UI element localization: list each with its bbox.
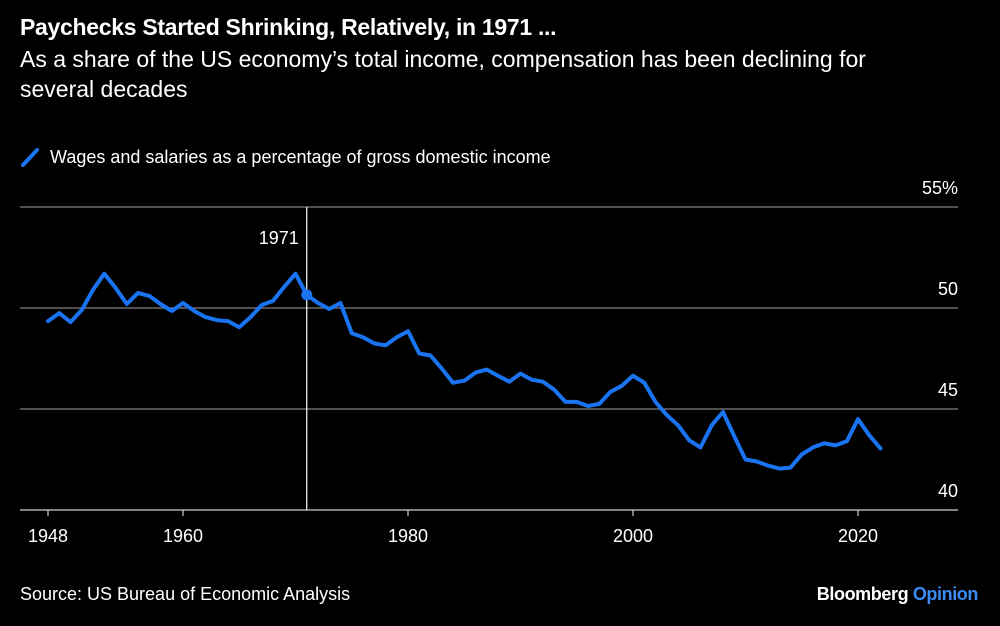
chart-title: Paychecks Started Shrinking, Relatively,… [20,14,557,40]
y-tick-label: 55% [922,178,958,198]
x-tick-label: 2020 [838,526,878,546]
x-tick-label: 2000 [613,526,653,546]
brand-name: Bloomberg [816,584,909,604]
legend-line-icon [21,148,39,167]
y-tick-label: 50 [938,279,958,299]
y-tick-label: 40 [938,481,958,501]
x-tick-label: 1960 [163,526,203,546]
bloomberg-opinion-logo: Bloomberg Opinion [816,584,979,605]
annotation-label: 1971 [259,228,299,248]
source-note: Source: US Bureau of Economic Analysis [20,584,351,604]
series-line [46,271,883,471]
brand-suffix: Opinion [912,584,979,604]
x-tick-label: 1948 [28,526,68,546]
legend-label: Wages and salaries as a percentage of gr… [50,146,551,167]
highlight-point-1971 [301,289,313,301]
y-tick-label: 45 [938,380,958,400]
legend: Wages and salaries as a percentage of gr… [20,146,551,168]
x-tick-label: 1980 [388,526,428,546]
chart-subtitle: As a share of the US economy’s total inc… [20,46,866,102]
